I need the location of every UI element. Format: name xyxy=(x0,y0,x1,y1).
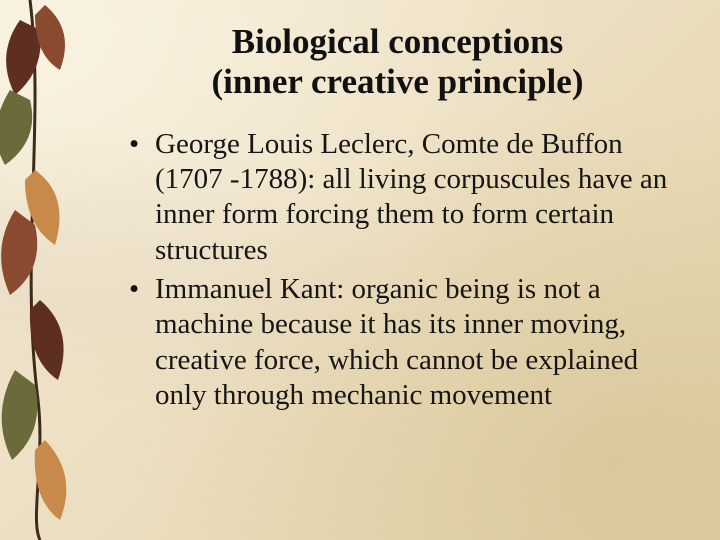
title-line-1: Biological conceptions xyxy=(232,22,564,61)
slide-content: Biological conceptions (inner creative p… xyxy=(0,0,720,540)
bullet-text: George Louis Leclerc, Comte de Buffon (1… xyxy=(155,128,667,266)
bullet-text: Immanuel Kant: organic being is not a ma… xyxy=(155,273,638,411)
bullet-item: Immanuel Kant: organic being is not a ma… xyxy=(129,272,680,414)
slide-title: Biological conceptions (inner creative p… xyxy=(115,22,680,103)
title-line-2: (inner creative principle) xyxy=(212,62,584,101)
bullet-list: George Louis Leclerc, Comte de Buffon (1… xyxy=(115,127,680,414)
bullet-item: George Louis Leclerc, Comte de Buffon (1… xyxy=(129,127,680,269)
